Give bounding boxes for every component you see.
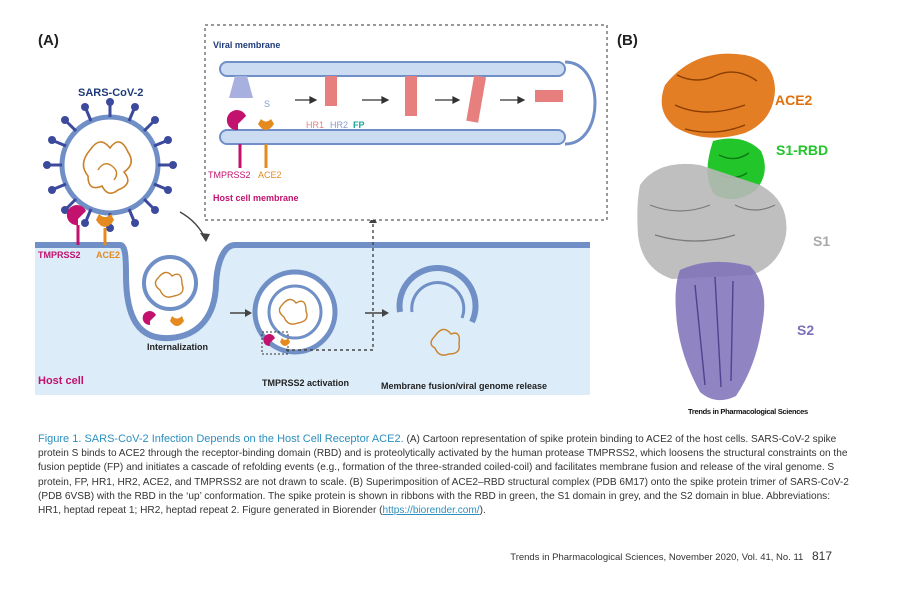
- ace2-receptor-surface: [96, 214, 114, 245]
- host-cell-label: Host cell: [38, 375, 84, 387]
- inset-ace2-label: ACE2: [258, 170, 282, 180]
- virus-label: SARS-CoV-2: [78, 87, 144, 99]
- fp-label: FP: [353, 120, 365, 130]
- ace2-structure: [661, 53, 775, 138]
- biorender-link[interactable]: https://biorender.com/: [382, 505, 480, 517]
- page-number: 817: [811, 549, 832, 563]
- figure-caption: Figure 1. SARS-CoV-2 Infection Depends o…: [38, 432, 853, 518]
- viral-membrane-label: Viral membrane: [213, 40, 281, 50]
- host-membrane-label: Host cell membrane: [213, 193, 299, 203]
- fusion-release-label: Membrane fusion/viral genome release: [381, 381, 548, 391]
- caption-title: Figure 1. SARS-CoV-2 Infection Depends o…: [38, 433, 404, 445]
- s1-structure: [637, 163, 787, 279]
- pocket-receptors: [142, 311, 184, 326]
- sars-cov-2-virion: [43, 98, 177, 232]
- panel-b-label: (B): [617, 32, 638, 49]
- inset-arrows: [295, 96, 526, 104]
- caption-body: (A) Cartoon representation of spike prot…: [38, 434, 849, 517]
- s-label: S: [264, 99, 271, 109]
- tmprss2-label: TMPRSS2: [38, 250, 81, 260]
- host-cell-membrane: [35, 242, 590, 342]
- panel-a-label: (A): [38, 32, 59, 49]
- s2-structure-label: S2: [797, 322, 815, 338]
- membrane-fusion-structure: [396, 265, 479, 356]
- panel-a-diagram: [35, 24, 608, 395]
- inset-host-receptors: [226, 110, 274, 168]
- inset-tmprss2-label: TMPRSS2: [208, 170, 251, 180]
- s2-structure: [675, 261, 765, 401]
- panel-b-structure: [637, 53, 787, 401]
- page-footer: Trends in Pharmacological Sciences, Nove…: [510, 549, 832, 563]
- s1-rbd-structure-label: S1-RBD: [776, 142, 829, 158]
- ace2-structure-label: ACE2: [775, 92, 813, 108]
- internalization-label: Internalization: [147, 342, 209, 352]
- hr2-label: HR2: [330, 120, 349, 130]
- internalized-virion: [142, 255, 198, 311]
- ace2-label: ACE2: [96, 250, 121, 260]
- inset-membranes: [219, 60, 597, 146]
- journal-tag: Trends in Pharmacological Sciences: [688, 407, 808, 416]
- inset-spike-stages: [229, 75, 563, 123]
- hr1-label: HR1: [306, 120, 325, 130]
- s1-structure-label: S1: [813, 233, 831, 249]
- caption-end: ).: [479, 505, 486, 517]
- endosome-virion: [252, 269, 338, 355]
- tmprss2-activation-label: TMPRSS2 activation: [262, 378, 350, 388]
- footer-citation: Trends in Pharmacological Sciences, Nove…: [510, 552, 804, 563]
- tmprss2-receptor-surface: [66, 205, 86, 245]
